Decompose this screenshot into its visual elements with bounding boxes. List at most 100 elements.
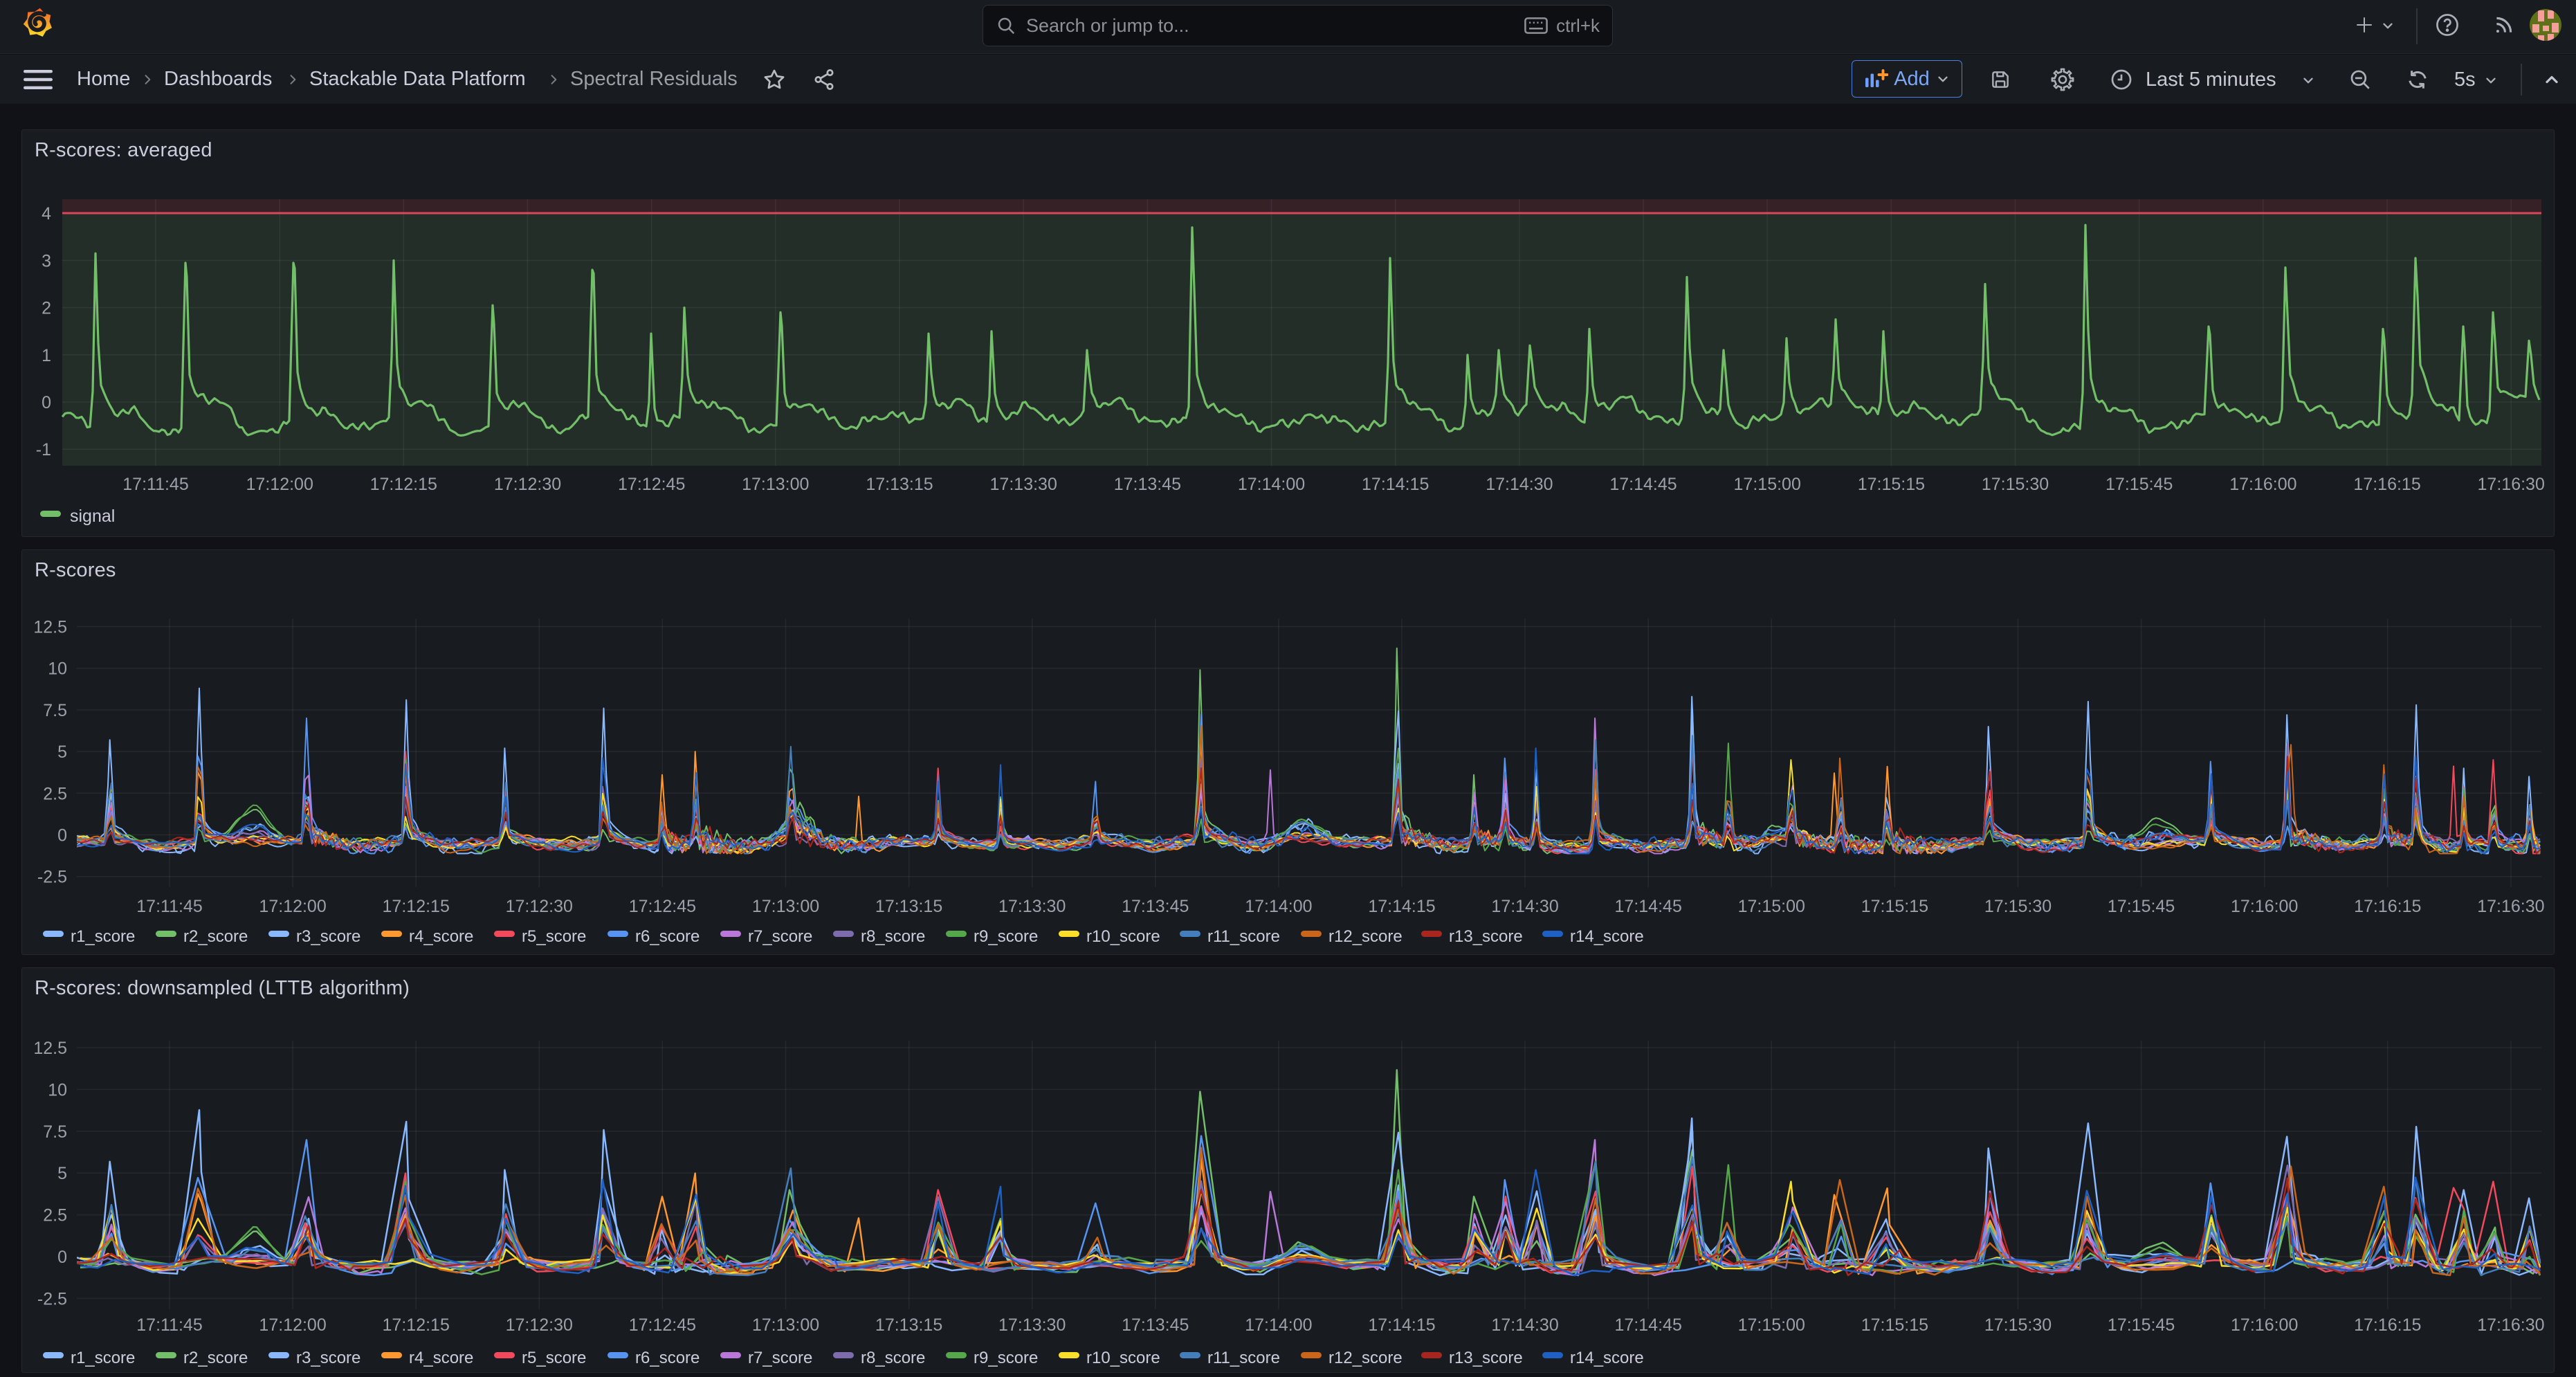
svg-text:r4_score: r4_score (409, 927, 473, 946)
svg-text:r14_score: r14_score (1570, 1349, 1644, 1367)
svg-text:17:16:00: 17:16:00 (2231, 1315, 2298, 1335)
svg-text:17:13:45: 17:13:45 (1122, 897, 1189, 916)
svg-text:17:16:15: 17:16:15 (2353, 475, 2420, 494)
svg-text:17:13:15: 17:13:15 (866, 475, 933, 494)
svg-text:17:14:45: 17:14:45 (1609, 475, 1677, 494)
svg-text:17:14:15: 17:14:15 (1368, 1315, 1435, 1335)
svg-text:r9_score: r9_score (974, 1349, 1038, 1367)
svg-text:r12_score: r12_score (1328, 927, 1403, 946)
svg-text:12.5: 12.5 (33, 1039, 67, 1058)
svg-text:r7_score: r7_score (748, 1349, 812, 1367)
svg-text:17:15:15: 17:15:15 (1861, 1315, 1928, 1335)
svg-text:-2.5: -2.5 (37, 1289, 67, 1308)
svg-text:17:15:00: 17:15:00 (1738, 1315, 1805, 1335)
svg-text:17:11:45: 17:11:45 (136, 1315, 202, 1335)
svg-text:17:12:30: 17:12:30 (506, 1315, 573, 1335)
svg-text:17:11:45: 17:11:45 (122, 475, 188, 494)
svg-text:4: 4 (42, 204, 51, 224)
svg-text:1: 1 (42, 346, 51, 365)
svg-text:17:14:15: 17:14:15 (1368, 897, 1435, 916)
svg-text:17:16:15: 17:16:15 (2354, 1315, 2421, 1335)
svg-text:r5_score: r5_score (522, 927, 586, 946)
svg-text:r1_score: r1_score (71, 927, 135, 946)
svg-text:17:12:45: 17:12:45 (629, 1315, 696, 1335)
svg-text:17:11:45: 17:11:45 (136, 897, 202, 916)
svg-text:17:13:30: 17:13:30 (990, 475, 1057, 494)
svg-text:2.5: 2.5 (43, 784, 67, 803)
svg-text:17:15:30: 17:15:30 (1984, 897, 2052, 916)
svg-text:17:15:30: 17:15:30 (1984, 1315, 2052, 1335)
svg-text:17:14:30: 17:14:30 (1486, 475, 1553, 494)
svg-text:r14_score: r14_score (1570, 927, 1644, 946)
svg-text:r10_score: r10_score (1086, 1349, 1160, 1367)
svg-text:0: 0 (57, 1248, 67, 1267)
svg-text:17:15:45: 17:15:45 (2108, 897, 2175, 916)
svg-text:r9_score: r9_score (974, 927, 1038, 946)
svg-text:r10_score: r10_score (1086, 927, 1160, 946)
svg-text:17:14:00: 17:14:00 (1238, 475, 1305, 494)
svg-text:17:13:00: 17:13:00 (742, 475, 809, 494)
svg-text:17:15:00: 17:15:00 (1734, 475, 1801, 494)
svg-text:7.5: 7.5 (43, 701, 67, 720)
svg-text:r12_score: r12_score (1328, 1349, 1403, 1367)
svg-text:0: 0 (42, 393, 51, 412)
svg-text:17:13:00: 17:13:00 (752, 1315, 819, 1335)
svg-text:r1_score: r1_score (71, 1349, 135, 1367)
svg-text:17:14:00: 17:14:00 (1245, 897, 1312, 916)
svg-text:12.5: 12.5 (33, 618, 67, 637)
svg-text:signal: signal (70, 507, 115, 526)
svg-text:r11_score: r11_score (1207, 927, 1280, 946)
svg-text:17:14:45: 17:14:45 (1615, 1315, 1682, 1335)
svg-text:17:12:30: 17:12:30 (506, 897, 573, 916)
svg-text:17:16:00: 17:16:00 (2231, 897, 2298, 916)
svg-text:5: 5 (57, 742, 67, 762)
svg-text:17:13:30: 17:13:30 (998, 1315, 1066, 1335)
svg-text:r13_score: r13_score (1449, 927, 1523, 946)
svg-text:17:12:15: 17:12:15 (383, 1315, 450, 1335)
svg-text:r5_score: r5_score (522, 1349, 586, 1367)
svg-text:17:13:30: 17:13:30 (998, 897, 1066, 916)
svg-text:r6_score: r6_score (635, 927, 700, 946)
svg-text:5: 5 (57, 1164, 67, 1183)
svg-text:r2_score: r2_score (183, 927, 248, 946)
svg-text:-2.5: -2.5 (37, 868, 67, 887)
svg-text:17:14:00: 17:14:00 (1245, 1315, 1312, 1335)
svg-text:17:13:15: 17:13:15 (875, 1315, 942, 1335)
svg-text:0: 0 (57, 826, 67, 846)
svg-text:r6_score: r6_score (635, 1349, 700, 1367)
svg-text:17:13:45: 17:13:45 (1122, 1315, 1189, 1335)
svg-text:17:12:00: 17:12:00 (259, 1315, 326, 1335)
svg-text:17:12:15: 17:12:15 (383, 897, 450, 916)
svg-text:10: 10 (48, 1080, 67, 1100)
svg-text:17:13:00: 17:13:00 (752, 897, 819, 916)
svg-text:17:15:15: 17:15:15 (1861, 897, 1928, 916)
svg-text:17:15:45: 17:15:45 (2108, 1315, 2175, 1335)
svg-text:17:16:15: 17:16:15 (2354, 897, 2421, 916)
svg-text:17:12:00: 17:12:00 (246, 475, 313, 494)
svg-text:7.5: 7.5 (43, 1122, 67, 1142)
svg-text:17:15:45: 17:15:45 (2105, 475, 2173, 494)
svg-text:r13_score: r13_score (1449, 1349, 1523, 1367)
svg-text:17:12:15: 17:12:15 (370, 475, 437, 494)
svg-text:r7_score: r7_score (748, 927, 812, 946)
svg-text:17:16:30: 17:16:30 (2477, 897, 2544, 916)
svg-text:r8_score: r8_score (861, 1349, 925, 1367)
svg-text:17:12:30: 17:12:30 (494, 475, 561, 494)
svg-text:17:14:30: 17:14:30 (1491, 1315, 1558, 1335)
svg-text:-1: -1 (36, 440, 51, 459)
svg-text:17:14:45: 17:14:45 (1615, 897, 1682, 916)
svg-text:17:14:15: 17:14:15 (1362, 475, 1429, 494)
svg-text:r8_score: r8_score (861, 927, 925, 946)
svg-text:3: 3 (42, 251, 51, 271)
svg-text:17:12:45: 17:12:45 (629, 897, 696, 916)
svg-text:17:16:30: 17:16:30 (2478, 475, 2545, 494)
svg-text:17:15:30: 17:15:30 (1982, 475, 2049, 494)
svg-text:17:12:45: 17:12:45 (618, 475, 685, 494)
svg-text:10: 10 (48, 659, 67, 679)
svg-text:2.5: 2.5 (43, 1206, 67, 1225)
svg-text:r11_score: r11_score (1207, 1349, 1280, 1367)
svg-text:17:15:15: 17:15:15 (1858, 475, 1925, 494)
svg-text:17:12:00: 17:12:00 (259, 897, 326, 916)
svg-text:r2_score: r2_score (183, 1349, 248, 1367)
svg-text:17:15:00: 17:15:00 (1738, 897, 1805, 916)
